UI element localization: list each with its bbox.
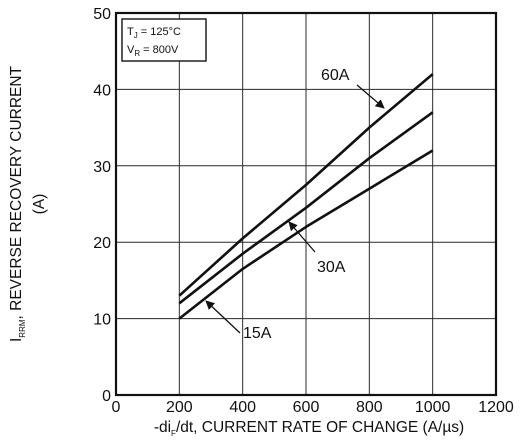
series-label-30A: 30A [317,259,346,276]
callouts: 60A 30A 15A [205,67,385,342]
y-axis-title: IRRM, REVERSE RECOVERY CURRENT [8,65,27,342]
x-tick-label: 400 [229,399,256,416]
x-tick-label: 1000 [415,399,451,416]
x-tick-label: 0 [112,399,121,416]
y-tick-label: 40 [93,82,111,99]
y-axis-unit: (A) [31,194,48,215]
series-lines [178,73,434,320]
x-tick-label: 600 [293,399,320,416]
y-tick-labels: 0 10 20 30 40 50 [93,6,111,405]
callout-arrow-30A [288,221,316,253]
series-label-60A: 60A [321,67,350,84]
y-tick-label: 0 [102,388,111,405]
series-label-15A: 15A [243,325,272,342]
plot-frame [114,11,498,397]
series-line-15A [178,149,434,320]
y-tick-label: 50 [93,6,111,23]
callout-arrow-15A [205,300,241,334]
x-tick-labels: 0 200 400 600 800 1000 1200 [112,399,514,416]
x-tick-label: 800 [356,399,383,416]
junction-temperature-label: TJ = 125°C [127,26,181,40]
y-tick-label: 20 [93,235,111,252]
series-line-30A [178,111,434,305]
grid [116,13,496,395]
series-line-60A [178,73,434,297]
callout-arrow-60A [356,84,385,109]
x-axis-title: -diF/dt, CURRENT RATE OF CHANGE (A/µs) [154,419,464,438]
x-tick-label: 1200 [478,399,514,416]
conditions-box: TJ = 125°C VR = 800V [121,18,207,62]
y-tick-label: 30 [93,159,111,176]
reverse-voltage-label: VR = 800V [127,44,179,58]
x-tick-label: 200 [166,399,193,416]
y-tick-label: 10 [93,312,111,329]
conditions-frame [121,18,207,62]
